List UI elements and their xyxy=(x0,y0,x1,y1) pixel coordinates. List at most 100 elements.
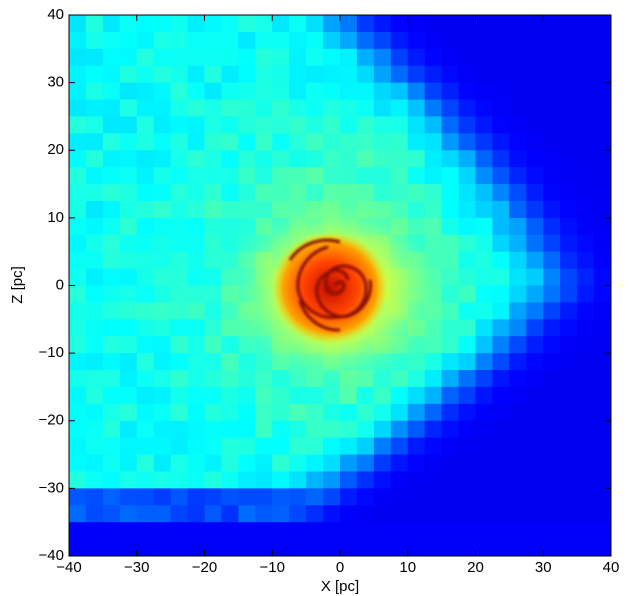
cell xyxy=(543,454,561,473)
cell xyxy=(526,505,544,523)
cell xyxy=(255,539,273,556)
cell xyxy=(119,302,138,320)
cell xyxy=(255,184,273,202)
x-tick-label: −30 xyxy=(124,559,149,576)
cell xyxy=(509,505,527,523)
cell xyxy=(255,167,273,185)
cell xyxy=(102,268,121,287)
cell xyxy=(136,386,155,405)
cell xyxy=(356,65,375,84)
cell xyxy=(119,133,138,151)
cell xyxy=(594,167,611,185)
cell xyxy=(170,471,189,489)
cell xyxy=(323,133,341,151)
cell xyxy=(356,150,375,168)
y-tick-label: 20 xyxy=(47,141,64,158)
cell xyxy=(221,150,239,168)
cell xyxy=(187,285,206,304)
cell xyxy=(170,386,189,405)
cell xyxy=(323,403,341,422)
cell xyxy=(187,268,206,287)
cell xyxy=(373,48,392,67)
cell xyxy=(390,48,409,67)
cell xyxy=(170,539,189,556)
cell xyxy=(69,251,87,270)
cell xyxy=(577,99,595,118)
cell xyxy=(492,505,510,523)
cell xyxy=(509,31,527,50)
cell xyxy=(424,403,443,422)
cell xyxy=(136,31,155,50)
cell xyxy=(577,150,595,168)
cell xyxy=(170,420,189,439)
cell xyxy=(170,488,189,506)
cell xyxy=(577,336,595,354)
cell xyxy=(424,522,443,540)
cell xyxy=(85,82,104,101)
cell xyxy=(289,82,307,101)
cell xyxy=(289,15,307,33)
cell xyxy=(492,15,510,33)
cell xyxy=(373,420,392,439)
cell xyxy=(102,200,121,219)
cell xyxy=(272,420,290,439)
cell xyxy=(509,184,527,202)
cell xyxy=(492,150,510,168)
cell xyxy=(509,420,527,439)
cell xyxy=(373,505,392,523)
cell xyxy=(526,522,544,540)
cell xyxy=(594,522,611,540)
cell xyxy=(255,65,273,84)
cell xyxy=(187,420,206,439)
cell xyxy=(492,116,510,134)
cell xyxy=(543,167,561,185)
cell xyxy=(187,370,206,388)
cell xyxy=(238,437,256,456)
cell xyxy=(543,48,561,67)
cell xyxy=(69,234,87,253)
cell xyxy=(475,15,494,33)
cell xyxy=(102,65,121,84)
cell xyxy=(238,353,256,371)
cell xyxy=(340,167,358,185)
cell xyxy=(136,505,155,523)
cell xyxy=(543,539,561,556)
cell xyxy=(221,539,239,556)
cell xyxy=(136,200,155,219)
cell xyxy=(272,133,290,151)
cell xyxy=(492,65,510,84)
cell xyxy=(560,200,578,219)
cell xyxy=(509,217,527,236)
cell xyxy=(136,15,155,33)
cell xyxy=(187,167,206,185)
cell xyxy=(509,65,527,84)
cell xyxy=(594,471,611,489)
cell xyxy=(509,268,527,287)
cell xyxy=(221,370,239,388)
cell xyxy=(475,234,494,253)
cell xyxy=(407,200,426,219)
cell xyxy=(441,386,460,405)
cell xyxy=(424,31,443,50)
cell xyxy=(458,353,477,371)
cell xyxy=(424,370,443,388)
cell xyxy=(560,116,578,134)
cell xyxy=(458,167,477,185)
cell xyxy=(221,386,239,405)
cell xyxy=(136,539,155,556)
cell xyxy=(119,454,138,473)
cell xyxy=(407,403,426,422)
cell xyxy=(272,184,290,202)
cell xyxy=(543,336,561,354)
cell xyxy=(69,167,87,185)
cell xyxy=(255,454,273,473)
cell xyxy=(424,184,443,202)
cell xyxy=(407,471,426,489)
cell xyxy=(204,65,223,84)
cell xyxy=(340,99,358,118)
cell xyxy=(204,353,223,371)
cell xyxy=(289,99,307,118)
cell xyxy=(85,150,104,168)
cell xyxy=(492,302,510,320)
cell xyxy=(492,522,510,540)
